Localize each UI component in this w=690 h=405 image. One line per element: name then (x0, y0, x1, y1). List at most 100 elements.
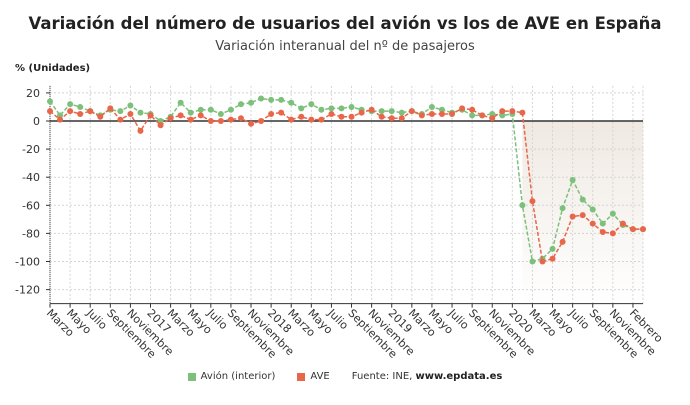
source-prefix: Fuente: INE, (351, 371, 416, 382)
data-point-ave (469, 106, 476, 113)
data-point-ave (559, 238, 566, 245)
data-point-ave (388, 115, 395, 122)
data-point-ave (328, 110, 335, 117)
data-point-avion (157, 118, 164, 124)
data-point-avion (77, 103, 84, 110)
data-point-ave (137, 127, 144, 134)
data-point-avion (378, 108, 385, 115)
data-point-avion (388, 108, 395, 115)
data-point-ave (509, 108, 516, 115)
data-point-avion (197, 106, 204, 113)
data-point-ave (47, 108, 53, 115)
data-point-ave (358, 109, 365, 116)
data-point-avion (308, 101, 315, 108)
legend-swatch-ave (297, 372, 306, 381)
y-tick-label: -60 (22, 199, 40, 212)
legend-label-avion: Avión (interior) (200, 371, 276, 382)
y-tick-label: -40 (22, 171, 40, 184)
data-point-ave (117, 116, 124, 123)
data-point-ave (640, 226, 646, 233)
data-point-ave (308, 116, 315, 123)
data-point-ave (438, 110, 445, 117)
y-tick-label: 0 (33, 115, 40, 128)
data-point-avion (318, 106, 325, 113)
data-point-avion (67, 101, 74, 108)
legend: Avión (interior) AVE Fuente: INE, www.ep… (0, 371, 690, 382)
data-point-ave (428, 110, 435, 117)
data-point-avion (338, 105, 345, 112)
legend-label-ave: AVE (310, 371, 330, 382)
data-point-ave (107, 105, 114, 112)
data-point-ave (67, 108, 74, 115)
y-tick-label: -80 (22, 227, 40, 240)
data-point-avion (348, 103, 355, 110)
data-point-avion (187, 109, 194, 116)
data-point-ave (237, 115, 244, 122)
data-point-avion (268, 96, 275, 103)
data-point-avion (499, 112, 506, 119)
data-point-avion (489, 110, 496, 117)
data-point-avion (599, 220, 606, 227)
legend-item-ave: AVE (297, 371, 330, 382)
data-point-ave (519, 109, 526, 116)
data-point-ave (398, 115, 405, 122)
legend-swatch-avion (187, 372, 196, 381)
data-point-avion (559, 205, 566, 212)
data-point-avion (117, 108, 124, 115)
data-point-avion (177, 99, 184, 106)
y-tick-label: -100 (15, 256, 40, 269)
chart-title: Variación del número de usuarios del avi… (28, 14, 662, 33)
data-point-ave (217, 118, 224, 124)
data-point-ave (489, 115, 496, 122)
data-point-ave (207, 118, 214, 124)
data-point-ave (378, 113, 385, 120)
data-point-ave (197, 112, 204, 119)
data-point-avion (127, 102, 134, 109)
data-point-ave (619, 220, 626, 227)
data-point-avion (609, 210, 616, 217)
data-point-avion (237, 101, 244, 108)
data-point-ave (248, 120, 255, 127)
data-point-avion (258, 95, 265, 102)
data-point-avion (519, 202, 526, 209)
data-point-ave (57, 116, 64, 123)
data-point-ave (177, 112, 184, 119)
data-point-ave (127, 110, 134, 117)
data-point-ave (97, 113, 104, 120)
data-point-ave (589, 220, 596, 227)
data-point-ave (258, 118, 265, 124)
data-point-ave (157, 122, 164, 129)
data-point-ave (579, 212, 586, 219)
data-point-ave (539, 258, 546, 265)
data-point-ave (479, 112, 486, 119)
data-point-avion (207, 106, 214, 113)
data-point-ave (278, 109, 285, 116)
legend-item-avion: Avión (interior) (187, 371, 276, 382)
data-point-avion (469, 112, 476, 119)
y-axis-label: % (Unidades) (15, 63, 91, 74)
data-point-ave (87, 108, 94, 115)
data-point-avion (569, 177, 576, 184)
data-point-avion (549, 245, 556, 252)
data-point-ave (599, 228, 606, 235)
data-point-avion (217, 110, 224, 117)
data-point-ave (338, 113, 345, 120)
data-point-ave (418, 112, 425, 119)
data-point-ave (227, 116, 234, 123)
data-point-ave (449, 110, 456, 117)
source-note: Fuente: INE, www.epdata.es (352, 371, 503, 382)
data-point-avion (328, 105, 335, 112)
data-point-ave (318, 116, 325, 123)
data-point-avion (579, 196, 586, 203)
data-point-ave (77, 110, 84, 117)
data-point-ave (459, 105, 466, 112)
data-point-avion (227, 106, 234, 113)
data-point-avion (137, 109, 144, 116)
data-point-avion (438, 106, 445, 113)
data-point-ave (167, 115, 174, 122)
data-point-avion (288, 99, 295, 106)
data-point-ave (629, 226, 636, 233)
y-tick-label: -20 (22, 143, 40, 156)
